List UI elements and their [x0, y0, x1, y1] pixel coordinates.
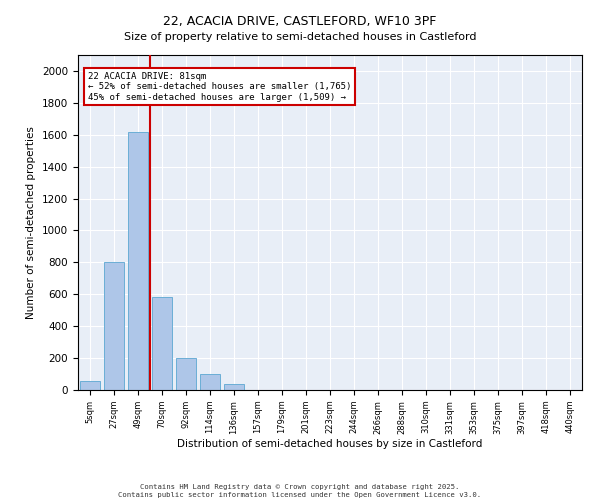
Text: 22 ACACIA DRIVE: 81sqm
← 52% of semi-detached houses are smaller (1,765)
45% of : 22 ACACIA DRIVE: 81sqm ← 52% of semi-det…: [88, 72, 352, 102]
Text: 22, ACACIA DRIVE, CASTLEFORD, WF10 3PF: 22, ACACIA DRIVE, CASTLEFORD, WF10 3PF: [163, 15, 437, 28]
Bar: [128, 132, 148, 390]
Text: Size of property relative to semi-detached houses in Castleford: Size of property relative to semi-detach…: [124, 32, 476, 42]
Bar: [176, 358, 196, 390]
Bar: [152, 298, 172, 390]
X-axis label: Distribution of semi-detached houses by size in Castleford: Distribution of semi-detached houses by …: [178, 439, 482, 449]
Y-axis label: Number of semi-detached properties: Number of semi-detached properties: [26, 126, 37, 319]
Bar: [104, 262, 124, 390]
Text: Contains HM Land Registry data © Crown copyright and database right 2025.
Contai: Contains HM Land Registry data © Crown c…: [118, 484, 482, 498]
Bar: [80, 381, 100, 390]
Bar: [224, 384, 244, 390]
Bar: [200, 374, 220, 390]
